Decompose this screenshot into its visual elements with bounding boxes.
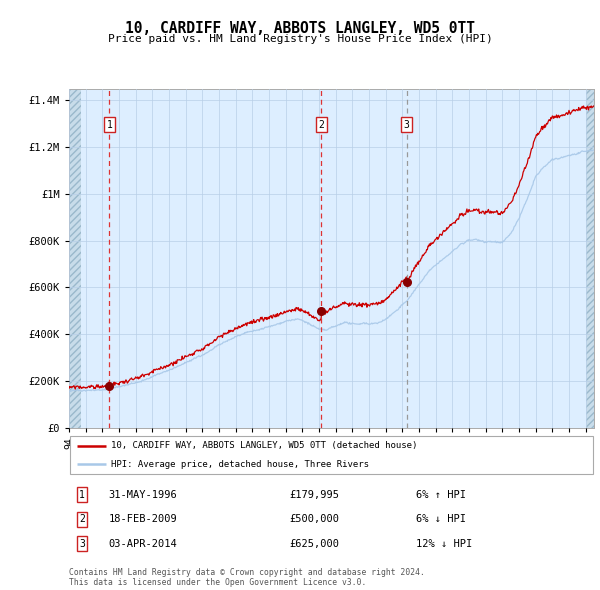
Text: £625,000: £625,000 bbox=[290, 539, 340, 549]
Text: 6% ↓ HPI: 6% ↓ HPI bbox=[415, 514, 466, 524]
Text: 18-FEB-2009: 18-FEB-2009 bbox=[109, 514, 177, 524]
FancyBboxPatch shape bbox=[70, 435, 593, 474]
Text: This data is licensed under the Open Government Licence v3.0.: This data is licensed under the Open Gov… bbox=[69, 578, 367, 587]
Text: 03-APR-2014: 03-APR-2014 bbox=[109, 539, 177, 549]
Text: 3: 3 bbox=[404, 120, 409, 130]
Text: 10, CARDIFF WAY, ABBOTS LANGLEY, WD5 0TT: 10, CARDIFF WAY, ABBOTS LANGLEY, WD5 0TT bbox=[125, 21, 475, 35]
Text: 2: 2 bbox=[79, 514, 85, 524]
Text: 3: 3 bbox=[79, 539, 85, 549]
Text: Contains HM Land Registry data © Crown copyright and database right 2024.: Contains HM Land Registry data © Crown c… bbox=[69, 568, 425, 576]
Text: 6% ↑ HPI: 6% ↑ HPI bbox=[415, 490, 466, 500]
Text: 2: 2 bbox=[318, 120, 324, 130]
Text: 12% ↓ HPI: 12% ↓ HPI bbox=[415, 539, 472, 549]
Text: HPI: Average price, detached house, Three Rivers: HPI: Average price, detached house, Thre… bbox=[111, 460, 369, 468]
Text: £500,000: £500,000 bbox=[290, 514, 340, 524]
Text: 1: 1 bbox=[79, 490, 85, 500]
Text: 31-MAY-1996: 31-MAY-1996 bbox=[109, 490, 177, 500]
Bar bbox=[69, 88, 80, 428]
Bar bbox=[586, 88, 594, 428]
Text: £179,995: £179,995 bbox=[290, 490, 340, 500]
Text: 10, CARDIFF WAY, ABBOTS LANGLEY, WD5 0TT (detached house): 10, CARDIFF WAY, ABBOTS LANGLEY, WD5 0TT… bbox=[111, 441, 418, 450]
Text: Price paid vs. HM Land Registry's House Price Index (HPI): Price paid vs. HM Land Registry's House … bbox=[107, 34, 493, 44]
Text: 1: 1 bbox=[106, 120, 112, 130]
